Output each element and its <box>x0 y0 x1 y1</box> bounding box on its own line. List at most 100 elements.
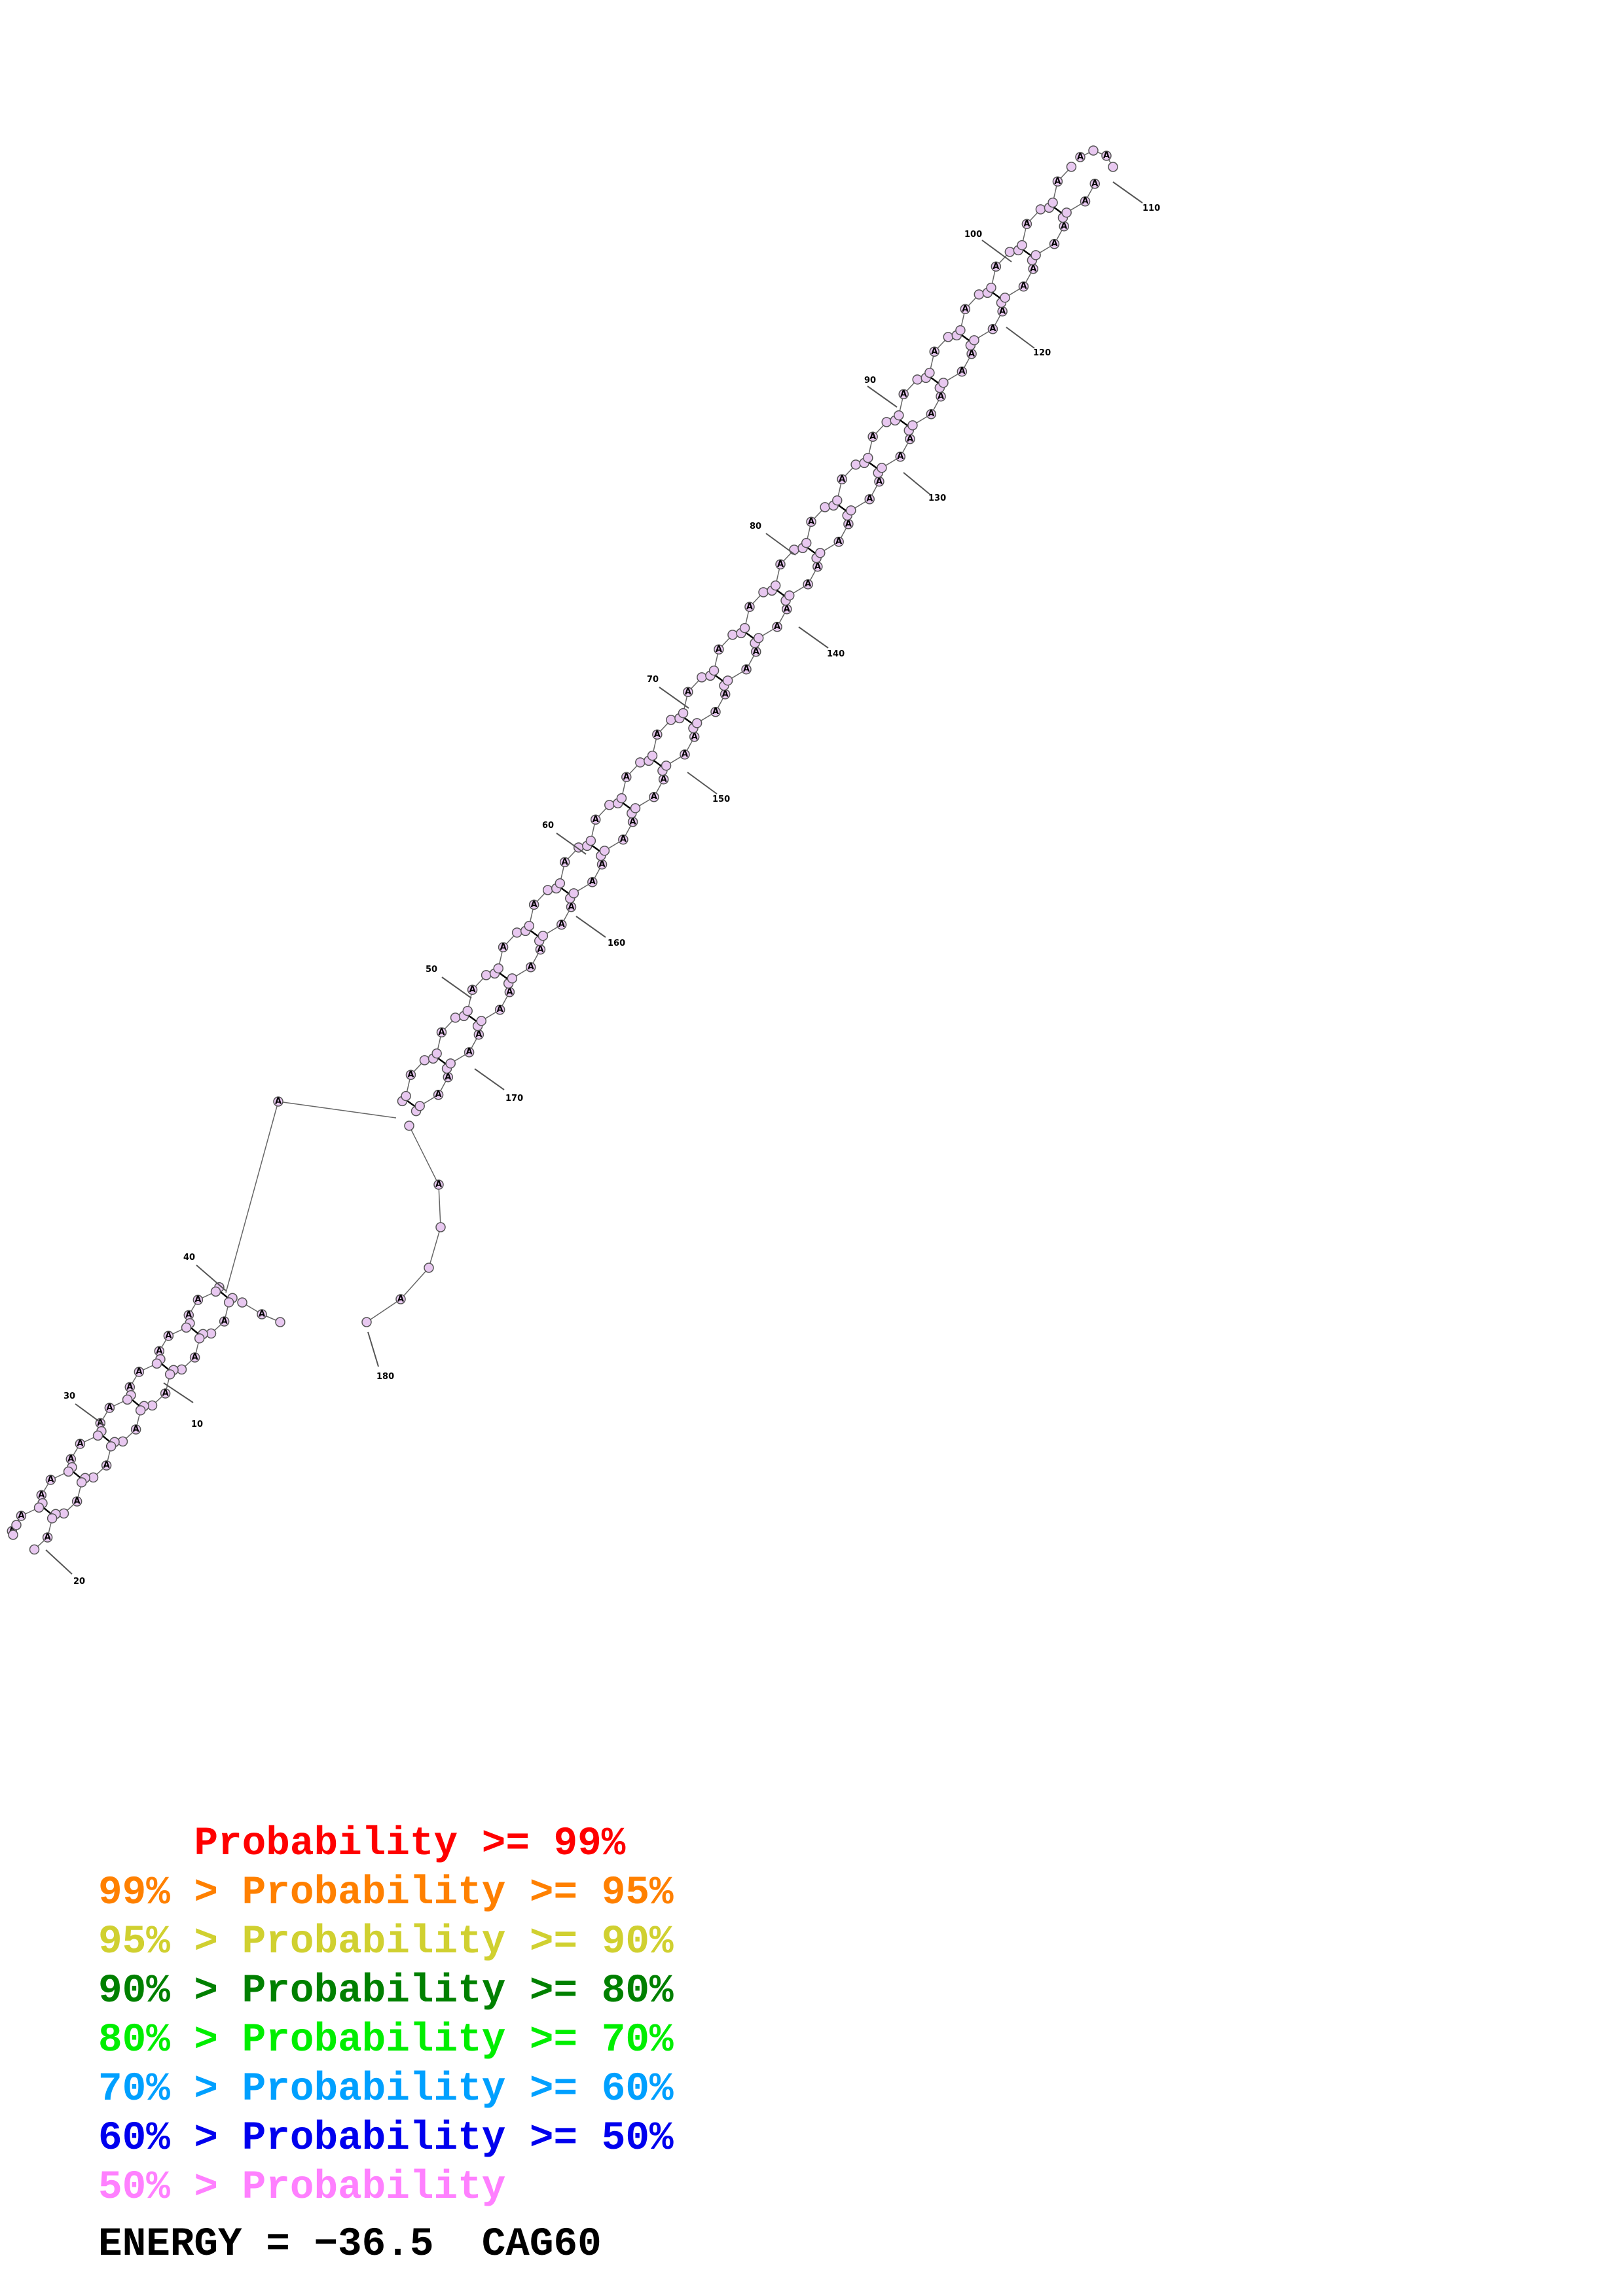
nucleotide-185 <box>181 1322 192 1333</box>
nucleotide-letter: A <box>136 1367 142 1377</box>
nucleotide-letter: A <box>845 519 852 529</box>
nucleotide-letter: A <box>1023 219 1030 229</box>
nucleotide-letter: A <box>259 1310 265 1319</box>
nucleotide-109 <box>555 878 566 889</box>
nucleotide-letter: A <box>835 537 842 547</box>
nucleotide-226 <box>101 1460 112 1471</box>
nucleotide-6 <box>464 1047 475 1058</box>
tick-label-20: 20 <box>73 1577 85 1587</box>
nucleotide-74 <box>987 323 998 334</box>
nucleotide-letter: A <box>968 349 975 359</box>
nucleotide-142 <box>806 516 816 528</box>
nucleotide-letter: A <box>900 389 907 399</box>
nucleotide-letter: A <box>1030 264 1036 274</box>
tick-label-30: 30 <box>64 1391 75 1401</box>
nucleotide-217 <box>164 1369 175 1380</box>
backbone-segment <box>225 1101 279 1293</box>
nucleotide-137 <box>770 580 781 591</box>
nucleotide-131 <box>727 630 738 640</box>
nucleotide-113 <box>585 835 596 846</box>
nucleotide-14 <box>525 961 536 973</box>
rna-secondary-structure: A A A A A A A A A A A A A A A A A A A A A A A A A A A A A A A A A A A A A A A A… <box>7 145 1160 1587</box>
nucleotide-127 <box>697 672 707 683</box>
nucleotide-letter: A <box>74 1496 81 1506</box>
nucleotide-77 <box>1000 293 1010 303</box>
nucleotide-letter: A <box>774 622 780 632</box>
nucleotide-237 <box>11 1520 22 1530</box>
nucleotide-letter: A <box>897 452 903 461</box>
nucleotide-letter: A <box>1103 151 1110 161</box>
nucleotide-234 <box>42 1532 53 1543</box>
legend-row-prefix: 90% > <box>98 1969 242 2014</box>
nucleotide-209 <box>223 1297 234 1308</box>
nucleotide-101 <box>493 963 504 974</box>
nucleotide-letter: A <box>506 987 513 997</box>
legend-row-2: 95% > Probability >= 90% <box>98 1918 674 1967</box>
nucleotide-145 <box>832 495 843 506</box>
legend-row-prefix: 99% > <box>98 1871 242 1916</box>
nucleotide-141 <box>801 537 812 548</box>
legend-row-label: Probability >= 70% <box>242 2018 674 2063</box>
tick-label-120: 120 <box>1033 348 1051 358</box>
nucleotide-95 <box>450 1013 461 1023</box>
nucleotide-letter: A <box>989 324 996 334</box>
nucleotide-letter: A <box>537 944 543 954</box>
nucleotide-letter: A <box>106 1403 113 1413</box>
nucleotide-58 <box>864 493 875 505</box>
nucleotide-146 <box>837 474 847 485</box>
nucleotide-151 <box>881 417 892 427</box>
nucleotide-99 <box>481 970 492 980</box>
nucleotide-241 <box>275 1317 285 1327</box>
nucleotide-176 <box>1075 152 1085 162</box>
nucleotide-182 <box>192 1295 204 1305</box>
tick-label-140: 140 <box>827 649 845 659</box>
nucleotide-letter: A <box>47 1475 54 1485</box>
tick-label-110: 110 <box>1142 204 1160 213</box>
backbone-segment <box>278 1101 397 1119</box>
nucleotide-letter: A <box>275 1097 282 1107</box>
nucleotide-22 <box>587 876 598 888</box>
nucleotide-letter: A <box>746 602 753 612</box>
nucleotide-157 <box>924 367 935 378</box>
nucleotide-letter: A <box>103 1460 110 1470</box>
nucleotide-letter: A <box>651 792 657 802</box>
nucleotide-103 <box>511 927 522 938</box>
nucleotide-50 <box>803 579 813 590</box>
nucleotide-letter: A <box>45 1532 51 1542</box>
nucleotide-130 <box>714 644 724 655</box>
nucleotide-letter: A <box>1082 196 1089 206</box>
nucleotide-70 <box>957 366 968 377</box>
nucleotide-letter: A <box>743 664 750 674</box>
nucleotide-letter: A <box>18 1511 24 1521</box>
nucleotide-letter: A <box>1061 221 1067 231</box>
nucleotide-letter: A <box>661 774 667 784</box>
nucleotide-letter: A <box>931 347 938 357</box>
nucleotide-73 <box>969 335 979 346</box>
nucleotide-letter: A <box>435 1180 442 1190</box>
nucleotide-242 <box>404 1121 414 1131</box>
nucleotide-222 <box>130 1424 141 1435</box>
nucleotide-66 <box>926 408 937 420</box>
nucleotide-243 <box>433 1179 444 1190</box>
nucleotide-149 <box>863 452 873 463</box>
nucleotide-letter: A <box>866 494 873 504</box>
nucleotide-letter: A <box>558 920 565 929</box>
nucleotide-163 <box>974 289 985 300</box>
legend-row-label: Probability >= 60% <box>242 2067 674 2112</box>
nucleotide-34 <box>680 749 690 760</box>
nucleotide-162 <box>960 304 971 315</box>
nucleotide-letter: A <box>682 749 688 759</box>
legend-row-label: Probability >= 50% <box>242 2116 674 2161</box>
nucleotide-letter: A <box>808 517 814 527</box>
nucleotide-165 <box>986 282 996 293</box>
nucleotide-133 <box>739 622 750 634</box>
nucleotide-69 <box>938 378 949 388</box>
nucleotide-37 <box>691 718 702 728</box>
nucleotide-181 <box>210 1286 221 1297</box>
nucleotide-letter: A <box>162 1388 169 1398</box>
nucleotide-186 <box>163 1331 174 1341</box>
energy-footer: ENERGY = −36.5 CAG60 <box>98 2222 602 2267</box>
legend-row-1: 99% > Probability >= 95% <box>98 1869 674 1918</box>
nucleotide-letter: A <box>691 732 698 742</box>
nucleotide-147 <box>850 459 861 470</box>
